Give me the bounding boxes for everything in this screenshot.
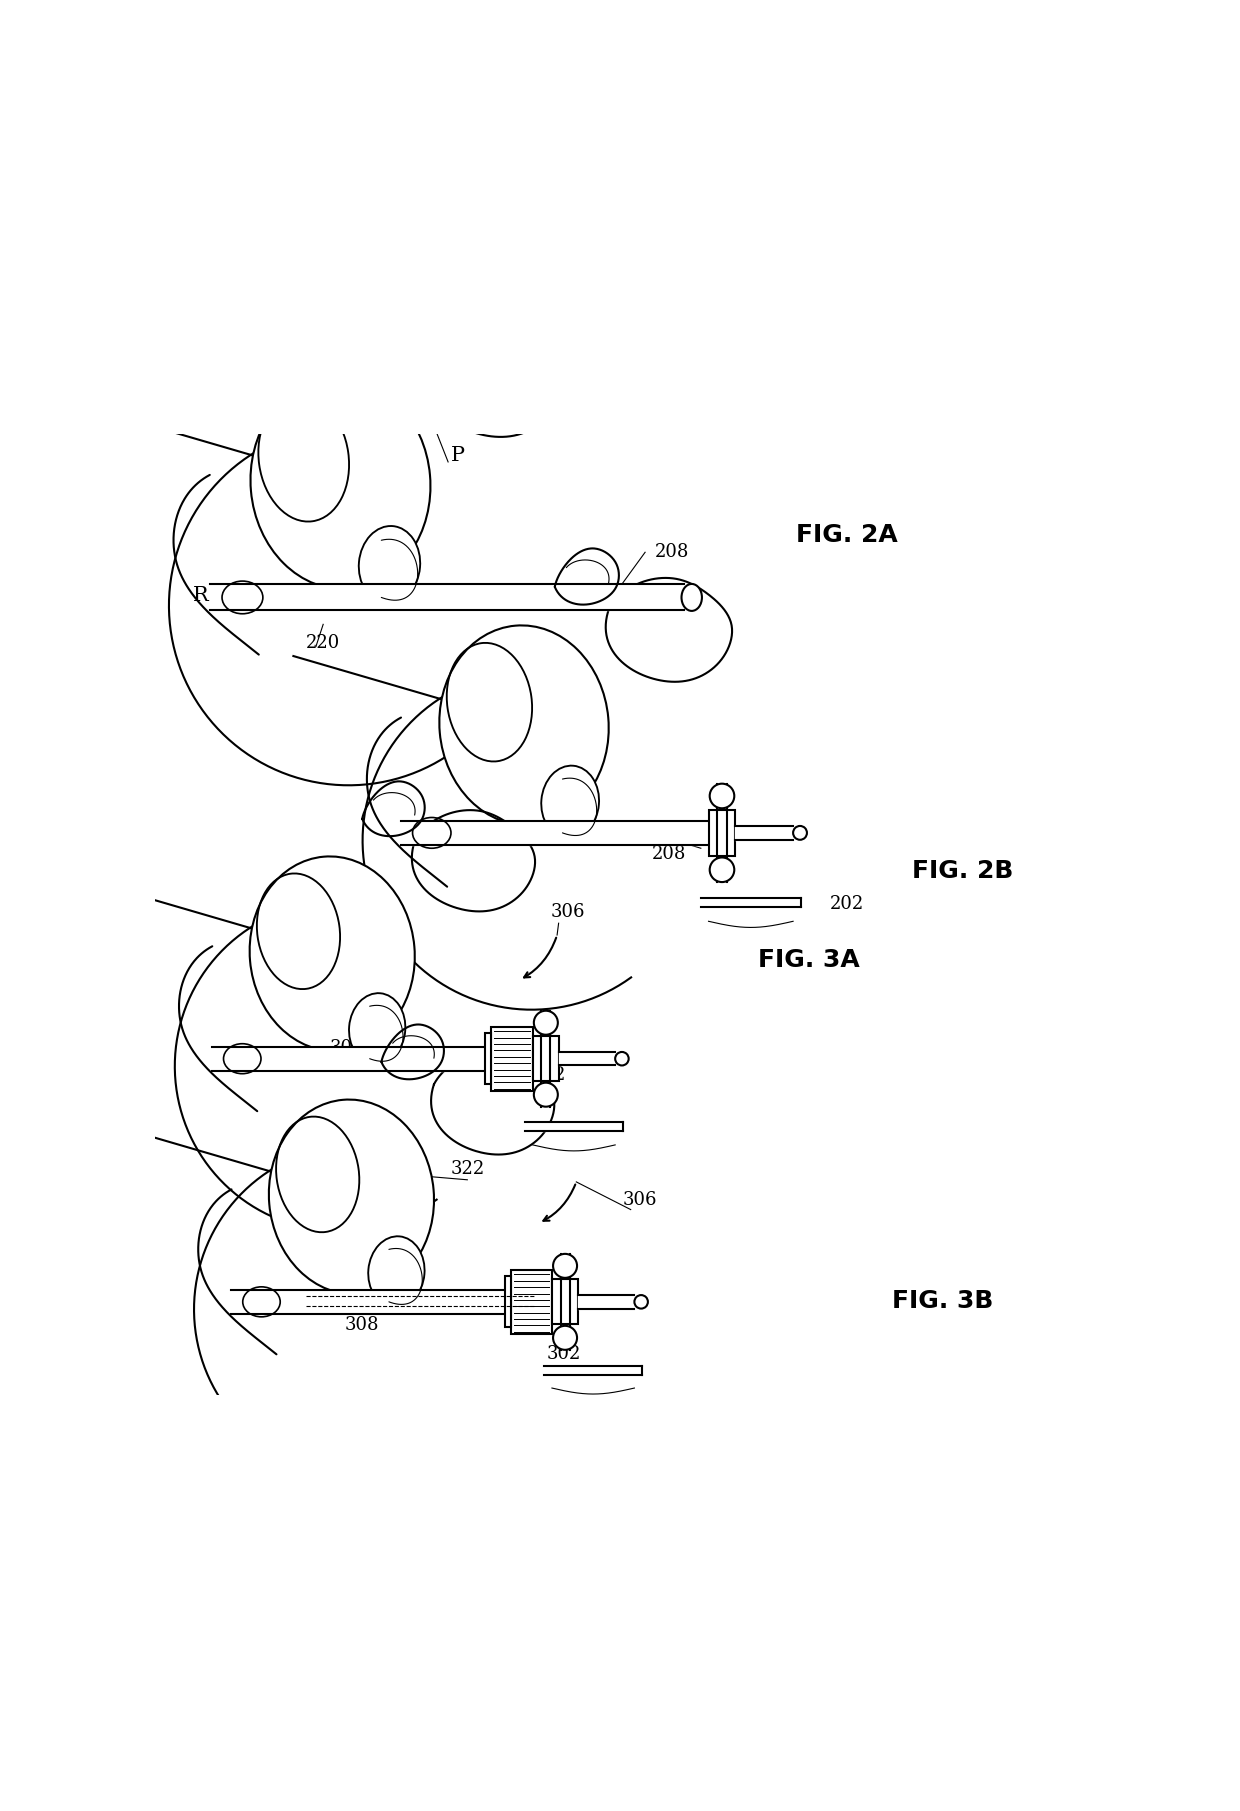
- Text: 306: 306: [551, 902, 585, 920]
- FancyBboxPatch shape: [533, 1036, 559, 1081]
- Circle shape: [553, 1326, 577, 1349]
- Text: 220: 220: [306, 634, 340, 652]
- Text: P: P: [450, 446, 465, 465]
- FancyBboxPatch shape: [505, 1277, 511, 1327]
- FancyBboxPatch shape: [552, 1279, 578, 1324]
- Ellipse shape: [249, 857, 415, 1050]
- Ellipse shape: [635, 1295, 647, 1309]
- Text: 208: 208: [652, 846, 686, 864]
- Text: 208: 208: [655, 543, 689, 561]
- Text: FIG. 3B: FIG. 3B: [893, 1289, 993, 1313]
- Text: FIG. 3A: FIG. 3A: [758, 947, 859, 973]
- Text: 308: 308: [345, 1317, 379, 1335]
- Circle shape: [553, 1253, 577, 1279]
- Circle shape: [709, 857, 734, 882]
- Text: 302: 302: [547, 1346, 580, 1364]
- Ellipse shape: [541, 766, 599, 838]
- Text: FIG. 2A: FIG. 2A: [796, 523, 898, 547]
- Circle shape: [534, 1011, 558, 1034]
- Ellipse shape: [250, 377, 430, 589]
- Circle shape: [709, 784, 734, 808]
- Ellipse shape: [368, 1237, 424, 1308]
- Circle shape: [534, 1083, 558, 1107]
- Text: R: R: [193, 587, 210, 605]
- Ellipse shape: [348, 992, 405, 1065]
- Ellipse shape: [794, 826, 807, 840]
- Text: 322: 322: [450, 1159, 485, 1177]
- Ellipse shape: [439, 625, 609, 826]
- FancyBboxPatch shape: [708, 810, 735, 857]
- Text: 302: 302: [532, 1067, 567, 1085]
- Ellipse shape: [358, 525, 420, 603]
- Text: 202: 202: [830, 895, 864, 913]
- Ellipse shape: [269, 1099, 434, 1295]
- Ellipse shape: [682, 583, 702, 610]
- Text: 306: 306: [622, 1192, 657, 1210]
- FancyBboxPatch shape: [511, 1270, 552, 1333]
- Ellipse shape: [615, 1052, 629, 1065]
- FancyBboxPatch shape: [486, 1034, 491, 1085]
- Text: FIG. 2B: FIG. 2B: [911, 858, 1013, 884]
- Text: 308: 308: [330, 1040, 365, 1058]
- FancyBboxPatch shape: [491, 1027, 533, 1090]
